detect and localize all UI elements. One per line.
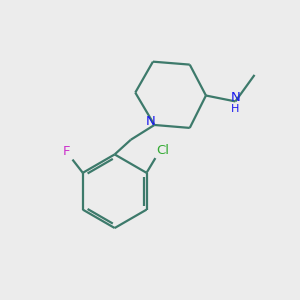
Text: H: H [231, 104, 240, 114]
Text: F: F [63, 145, 70, 158]
Text: Cl: Cl [156, 144, 169, 157]
Text: N: N [230, 92, 240, 104]
Text: N: N [146, 115, 156, 128]
